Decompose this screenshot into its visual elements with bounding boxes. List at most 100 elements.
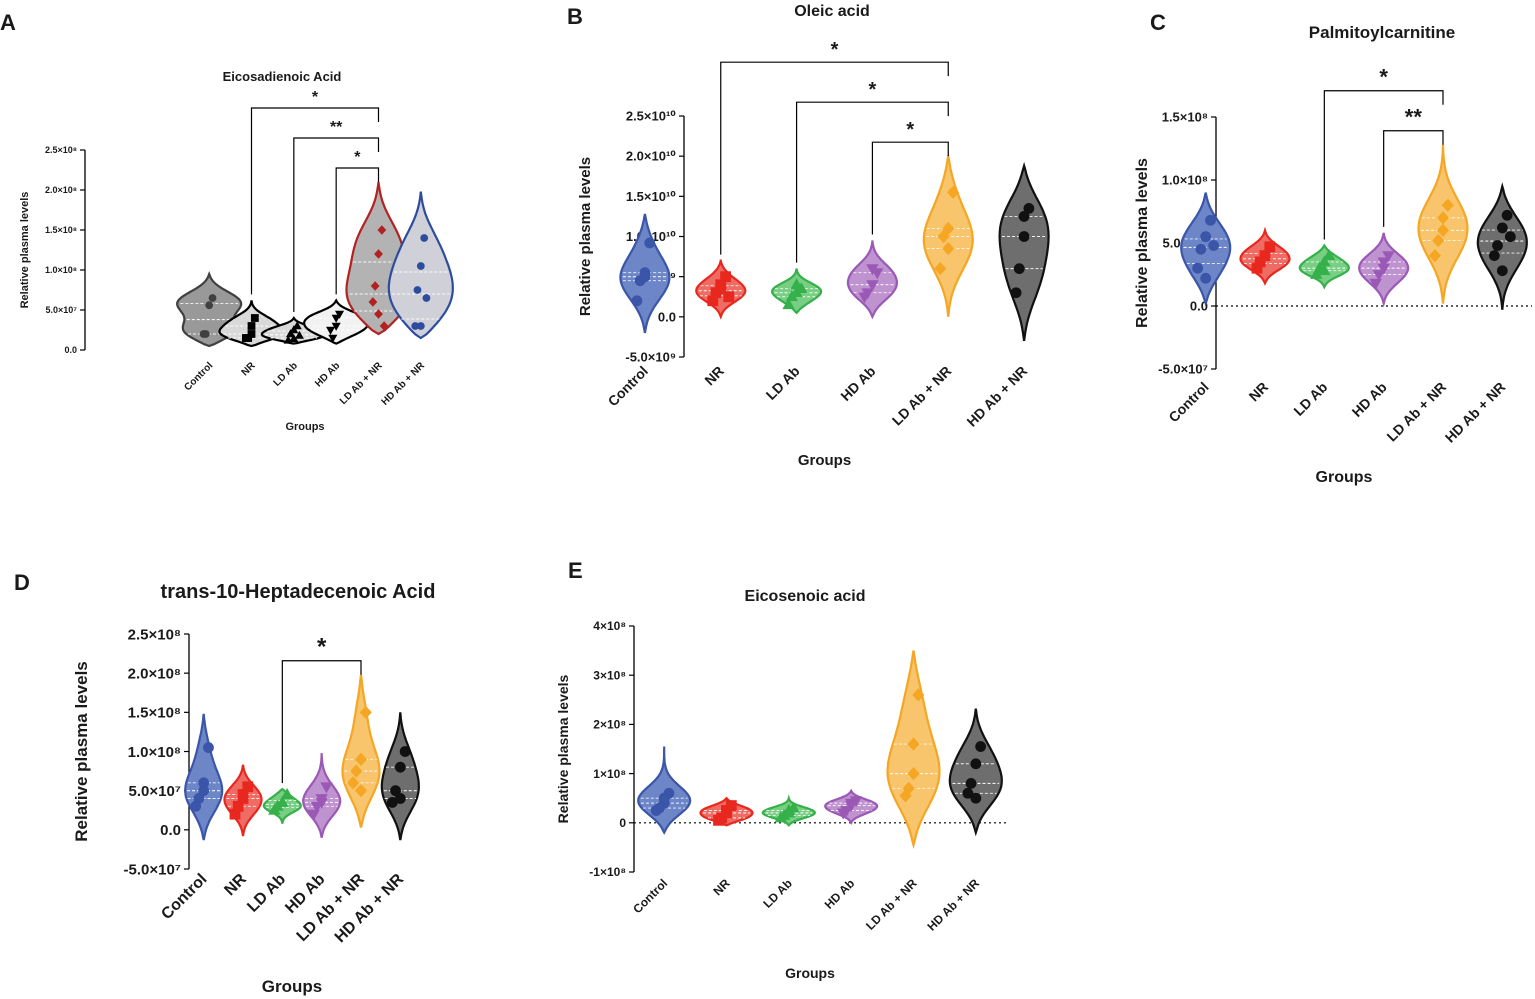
- data-point: [899, 789, 912, 803]
- data-point: [1488, 250, 1500, 262]
- chart-title: Eicosenoic acid: [745, 588, 866, 605]
- data-point: [970, 792, 982, 804]
- data-point: [782, 298, 795, 310]
- data-point: [907, 737, 920, 751]
- significance-bracket: [335, 167, 380, 295]
- data-point: [947, 185, 960, 199]
- y-tick-label: 2×10⁸: [593, 718, 626, 732]
- violin-shape: [998, 161, 1050, 342]
- data-point: [1441, 198, 1454, 212]
- data-point: [713, 814, 724, 826]
- data-point: [268, 803, 281, 815]
- y-tick-label: 2.0×10⁸: [128, 665, 181, 682]
- y-axis-label: Relative plasma levels: [555, 674, 571, 823]
- violin-hd-ab: [303, 298, 370, 345]
- violin-shape: [184, 713, 224, 841]
- data-point: [907, 767, 920, 781]
- significance-bracket: [250, 107, 380, 295]
- data-point: [1013, 263, 1025, 275]
- violin-hd-ab-nr: [998, 161, 1050, 342]
- y-tick-label: 2.5×10⁸: [45, 145, 77, 155]
- violin-hd-ab: [1358, 232, 1410, 308]
- data-point: [374, 249, 383, 259]
- data-point: [328, 334, 338, 343]
- data-point: [394, 793, 406, 804]
- data-point: [359, 705, 372, 719]
- data-point: [1372, 270, 1386, 282]
- data-point: [962, 787, 974, 799]
- data-point: [639, 271, 651, 283]
- category-label: HD Ab + NR: [380, 360, 428, 408]
- y-tick-label: 0.0: [658, 309, 676, 324]
- data-point: [942, 241, 955, 256]
- category-label: LD Ab + NR: [1383, 379, 1449, 445]
- data-point: [934, 262, 947, 276]
- y-axis-label: Relative plasma levels: [577, 157, 594, 316]
- category-label: HD Ab + NR: [925, 876, 983, 934]
- category-label: HD Ab: [822, 876, 858, 912]
- data-point: [1369, 278, 1382, 290]
- y-tick-label: 1.0×10⁸: [45, 265, 77, 275]
- data-point: [326, 326, 336, 335]
- category-label: LD Ab + NR: [889, 363, 955, 429]
- violin-ld-ab: [1298, 243, 1350, 290]
- data-point: [1496, 222, 1508, 234]
- data-point: [1251, 262, 1263, 274]
- data-point: [1436, 211, 1450, 225]
- category-label: Control: [158, 871, 210, 923]
- category-label: LD Ab: [760, 876, 795, 911]
- data-point: [331, 322, 341, 331]
- data-point: [292, 321, 302, 330]
- data-point: [199, 330, 208, 338]
- category-label: Control: [605, 363, 652, 410]
- y-tick-label: 5.0×10⁷: [46, 305, 78, 315]
- data-point: [965, 778, 977, 789]
- violin-ld-ab: [770, 268, 823, 315]
- violin-control: [619, 213, 671, 334]
- data-point: [836, 808, 850, 820]
- data-point: [866, 264, 879, 276]
- significance-label: *: [1379, 65, 1388, 90]
- significance-label: *: [317, 634, 327, 661]
- category-label: LD Ab: [244, 871, 289, 916]
- data-point: [1436, 223, 1450, 237]
- significance-label: *: [869, 79, 877, 101]
- significance-label: *: [354, 149, 361, 166]
- data-point: [280, 788, 294, 799]
- category-label: LD Ab + NR: [863, 876, 920, 933]
- violin-hd-ab-nr: [1476, 182, 1528, 310]
- data-point: [631, 295, 643, 307]
- data-point: [1208, 240, 1220, 251]
- data-point: [650, 805, 662, 816]
- data-point: [866, 280, 879, 292]
- y-tick-label: 5.0×10⁷: [129, 783, 182, 800]
- significance-bracket: [720, 61, 949, 255]
- data-point: [399, 746, 411, 757]
- data-point: [205, 301, 214, 310]
- data-point: [790, 278, 803, 290]
- panel-letter: B: [567, 4, 583, 29]
- y-tick-label: 2.5×10¹⁰: [626, 109, 676, 124]
- violin-control: [1180, 192, 1232, 308]
- category-label: LD Ab + NR: [338, 360, 385, 407]
- data-point: [413, 286, 422, 294]
- category-label: LD Ab: [763, 363, 803, 403]
- data-point: [390, 785, 401, 797]
- data-point: [346, 776, 360, 790]
- y-tick-label: 1×10⁸: [593, 767, 626, 781]
- violin-ld-ab-nr: [922, 155, 974, 317]
- significance-label: *: [831, 39, 839, 61]
- violin-shape: [380, 712, 420, 841]
- y-tick-label: 1.5×10⁸: [128, 705, 181, 722]
- y-tick-label: 4×10⁸: [593, 619, 626, 633]
- data-point: [785, 290, 798, 302]
- data-point: [1318, 264, 1331, 276]
- chart-title: Palmitoylcarnitine: [1309, 23, 1455, 42]
- violin-ld-ab: [262, 787, 302, 824]
- violin-control: [184, 713, 224, 841]
- violin-ld-ab: [761, 794, 816, 827]
- data-point: [1377, 257, 1390, 269]
- data-point: [858, 292, 871, 304]
- significance-label: **: [1405, 105, 1423, 130]
